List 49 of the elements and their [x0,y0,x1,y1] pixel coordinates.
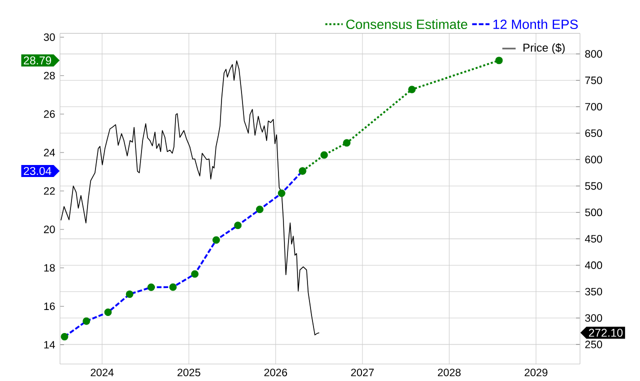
x-tick-label: 2024 [90,368,114,376]
y-tick-label: 14 [44,341,55,349]
y-tick-label: 20 [44,226,55,234]
y-tick-label: 30 [44,34,55,42]
x-tick-label: 2029 [524,368,548,376]
point [212,236,220,244]
point [60,333,68,341]
y2-tick-label: 400 [584,262,602,270]
y-tick-label: 18 [44,264,55,272]
y2-tick-label: 450 [584,235,602,243]
legend-label: Price ($) [524,43,565,54]
y2-tick-label: 750 [585,76,602,84]
legend-label: Consensus Estimate [346,19,468,30]
point [104,308,112,316]
y2-tick-label: 600 [585,156,602,164]
x-tick-label: 2026 [264,368,288,376]
point [82,318,90,326]
y2-tick-label: 700 [585,103,602,111]
y2-tick-label: 350 [585,288,602,296]
y-tick-label: 16 [44,302,55,310]
point [320,151,328,159]
y-tick-label: 28 [44,72,55,80]
text: 272.10 [588,328,623,337]
point [191,270,199,278]
y2-tick-label: 650 [585,130,602,138]
y-tick-label: 22 [44,187,55,195]
y2-tick-label: 550 [585,182,602,190]
text: 28.79 [24,56,52,65]
y2-tick-label: 300 [585,314,602,322]
point [147,284,155,292]
point [343,139,350,147]
point [408,86,416,94]
x-tick-label: 2027 [351,368,374,376]
y2-tick-label: 250 [585,340,602,348]
point [234,222,242,230]
point [256,206,264,214]
y-tick-label: 24 [44,148,55,156]
x-tick-label: 2028 [438,368,461,376]
y2-tick-label: 800 [585,50,602,58]
y-tick-label: 26 [44,110,55,118]
point [169,284,177,291]
point [126,290,134,298]
y2-tick-label: 500 [585,208,602,216]
point [495,56,503,64]
text: 23.04 [24,167,52,176]
x-tick-label: 2025 [178,368,200,376]
line-series [60,60,320,336]
legend-label: 12 Month EPS [493,19,578,30]
point [278,190,286,198]
